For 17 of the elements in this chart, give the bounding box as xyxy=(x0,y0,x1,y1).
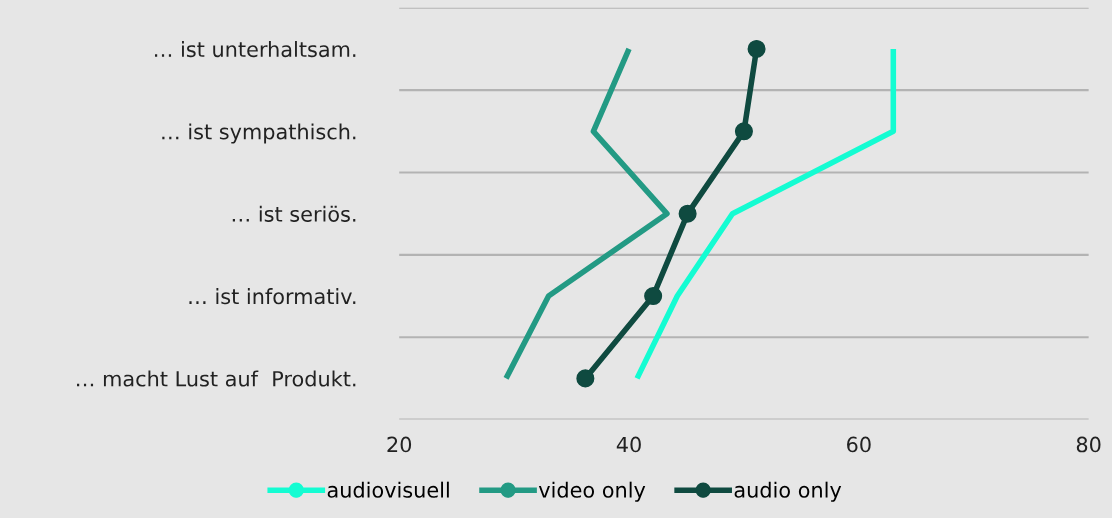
x-tick-label: 60 xyxy=(847,436,871,453)
legend-label: video only xyxy=(538,481,646,502)
legend-label: audiovisuell xyxy=(327,481,449,498)
y-tick-label: … ist seriös. xyxy=(232,205,356,222)
point xyxy=(576,369,595,388)
y-tick-label: … ist informativ. xyxy=(189,288,356,305)
legend-label: audio only xyxy=(734,481,842,502)
y-tick-label: … macht Lust auf Produkt. xyxy=(77,370,356,387)
x-tick-label: 40 xyxy=(616,436,641,453)
x-tick-label: 80 xyxy=(1076,436,1101,453)
y-tick-label: … ist sympathisch. xyxy=(162,123,356,144)
point xyxy=(678,204,697,223)
point xyxy=(734,122,753,141)
point xyxy=(747,39,766,58)
x-tick-label: 20 xyxy=(387,436,412,453)
point xyxy=(644,287,663,306)
y-tick-label: … ist unterhaltsam. xyxy=(155,41,356,58)
